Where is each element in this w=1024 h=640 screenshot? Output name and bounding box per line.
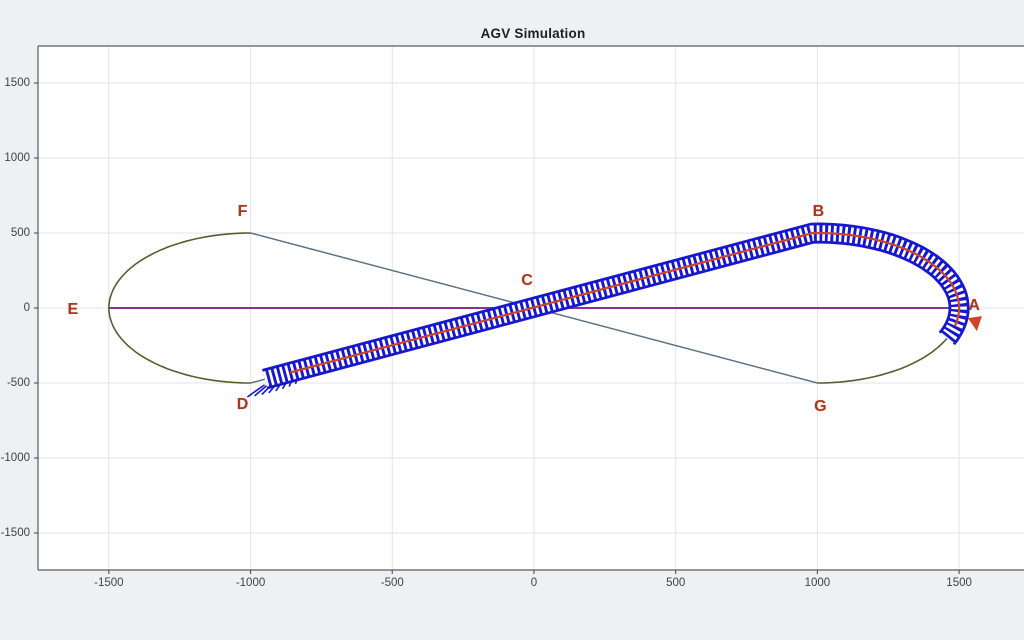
waypoint-label-c: C bbox=[521, 272, 533, 289]
waypoint-label-b: B bbox=[812, 203, 825, 220]
waypoint-label-d: D bbox=[236, 395, 249, 413]
plot-title: AGV Simulation bbox=[480, 26, 586, 41]
x-tick-label: -1000 bbox=[235, 577, 266, 589]
y-tick-label: -500 bbox=[6, 376, 30, 389]
footprint-band bbox=[261, 222, 970, 390]
x-tick-label: 0 bbox=[530, 577, 538, 589]
x-tick-label: -1500 bbox=[94, 577, 124, 589]
trajectory-red-path bbox=[289, 231, 961, 374]
y-tick-label: 1500 bbox=[4, 77, 30, 90]
trajectory-end-marker bbox=[967, 316, 982, 332]
waypoint-label-f: F bbox=[237, 203, 248, 220]
y-tick-label: -1500 bbox=[0, 526, 30, 539]
y-tick-label: 0 bbox=[23, 302, 30, 314]
waypoint-label-a: A bbox=[968, 297, 980, 314]
x-tick-label: 1000 bbox=[804, 577, 831, 589]
y-tick-label: 1000 bbox=[4, 152, 30, 165]
footprint-spike bbox=[246, 384, 266, 398]
x-tick-label: -500 bbox=[380, 577, 404, 589]
y-tick-label: -1000 bbox=[0, 451, 30, 464]
x-tick-label: 1500 bbox=[946, 577, 972, 589]
waypoint-label-g: G bbox=[814, 397, 827, 415]
x-tick-label: 500 bbox=[666, 577, 686, 589]
y-tick-label: 500 bbox=[10, 227, 30, 239]
waypoint-label-e: E bbox=[67, 301, 79, 318]
track-left-arc-F-E-D bbox=[108, 232, 251, 384]
